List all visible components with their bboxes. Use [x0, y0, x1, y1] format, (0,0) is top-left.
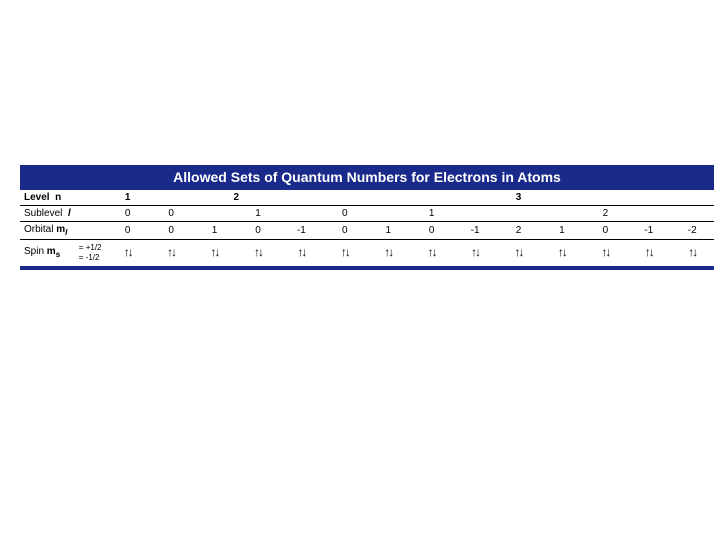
spin-arrows-icon: ↑↓ [124, 246, 132, 258]
spin-arrows-icon: ↑↓ [254, 246, 262, 258]
spin-arrows-icon: ↑↓ [601, 246, 609, 258]
spin-arrows-icon: ↑↓ [428, 246, 436, 258]
orbital-value: 0 [106, 222, 149, 240]
orbital-value: 0 [584, 222, 627, 240]
spin-cell: ↑↓ [149, 240, 192, 266]
spin-cell: ↑↓ [540, 240, 583, 266]
table-title: Allowed Sets of Quantum Numbers for Elec… [20, 165, 714, 190]
table-footer-bar [20, 266, 714, 270]
orbital-row: Orbital ml 0 0 1 0 -1 0 1 0 -1 2 1 0 -1 … [20, 222, 714, 240]
spin-arrows-icon: ↑↓ [167, 246, 175, 258]
spin-cell: ↑↓ [627, 240, 670, 266]
spin-arrows-icon: ↑↓ [515, 246, 523, 258]
orbital-value: -1 [280, 222, 323, 240]
quantum-table: Level n 1 2 3 Sublevel l 0 0 1 0 1 2 Orb… [20, 190, 714, 266]
spin-arrows-icon: ↑↓ [341, 246, 349, 258]
spin-arrows-icon: ↑↓ [688, 246, 696, 258]
orbital-value: 0 [236, 222, 279, 240]
level-row: Level n 1 2 3 [20, 190, 714, 206]
spin-cell: ↑↓ [584, 240, 627, 266]
spin-cell: ↑↓ [497, 240, 540, 266]
spin-arrows-icon: ↑↓ [211, 246, 219, 258]
sublevel-value: 0 [323, 206, 366, 222]
level-value: 1 [106, 190, 149, 206]
spin-cell: ↑↓ [236, 240, 279, 266]
spin-cell: ↑↓ [410, 240, 453, 266]
orbital-value: 2 [497, 222, 540, 240]
spin-arrows-icon: ↑↓ [471, 246, 479, 258]
spin-down-label: = -1/2 [79, 253, 106, 263]
spin-cell: ↑↓ [106, 240, 149, 266]
sublevel-value: 1 [193, 206, 323, 222]
spin-arrows-icon: ↑↓ [384, 246, 392, 258]
quantum-numbers-diagram: Allowed Sets of Quantum Numbers for Elec… [20, 165, 714, 270]
level-label: Level n [20, 190, 106, 206]
sublevel-value: 0 [149, 206, 192, 222]
sublevel-value: 0 [106, 206, 149, 222]
sublevel-label: Sublevel l [20, 206, 106, 222]
spin-cell: ↑↓ [367, 240, 410, 266]
level-value: 2 [149, 190, 323, 206]
sublevel-value: 1 [367, 206, 497, 222]
orbital-value: -1 [453, 222, 496, 240]
spin-arrows-icon: ↑↓ [297, 246, 305, 258]
spin-cell: ↑↓ [323, 240, 366, 266]
spin-label: Spin ms = +1/2 = -1/2 [20, 240, 106, 266]
sublevel-row: Sublevel l 0 0 1 0 1 2 [20, 206, 714, 222]
level-value: 3 [323, 190, 714, 206]
orbital-value: 0 [323, 222, 366, 240]
spin-row: Spin ms = +1/2 = -1/2 ↑↓ ↑↓ ↑↓ ↑↓ ↑↓ ↑↓ … [20, 240, 714, 266]
spin-cell: ↑↓ [280, 240, 323, 266]
spin-arrows-icon: ↑↓ [558, 246, 566, 258]
spin-arrows-icon: ↑↓ [645, 246, 653, 258]
spin-up-label: = +1/2 [79, 243, 106, 253]
spin-cell: ↑↓ [193, 240, 236, 266]
orbital-value: -1 [627, 222, 670, 240]
orbital-value: 0 [410, 222, 453, 240]
orbital-label: Orbital ml [20, 222, 106, 240]
orbital-value: 1 [367, 222, 410, 240]
orbital-value: -2 [670, 222, 714, 240]
orbital-value: 1 [540, 222, 583, 240]
sublevel-value: 2 [497, 206, 714, 222]
orbital-value: 1 [193, 222, 236, 240]
spin-cell: ↑↓ [670, 240, 714, 266]
spin-cell: ↑↓ [453, 240, 496, 266]
orbital-value: 0 [149, 222, 192, 240]
